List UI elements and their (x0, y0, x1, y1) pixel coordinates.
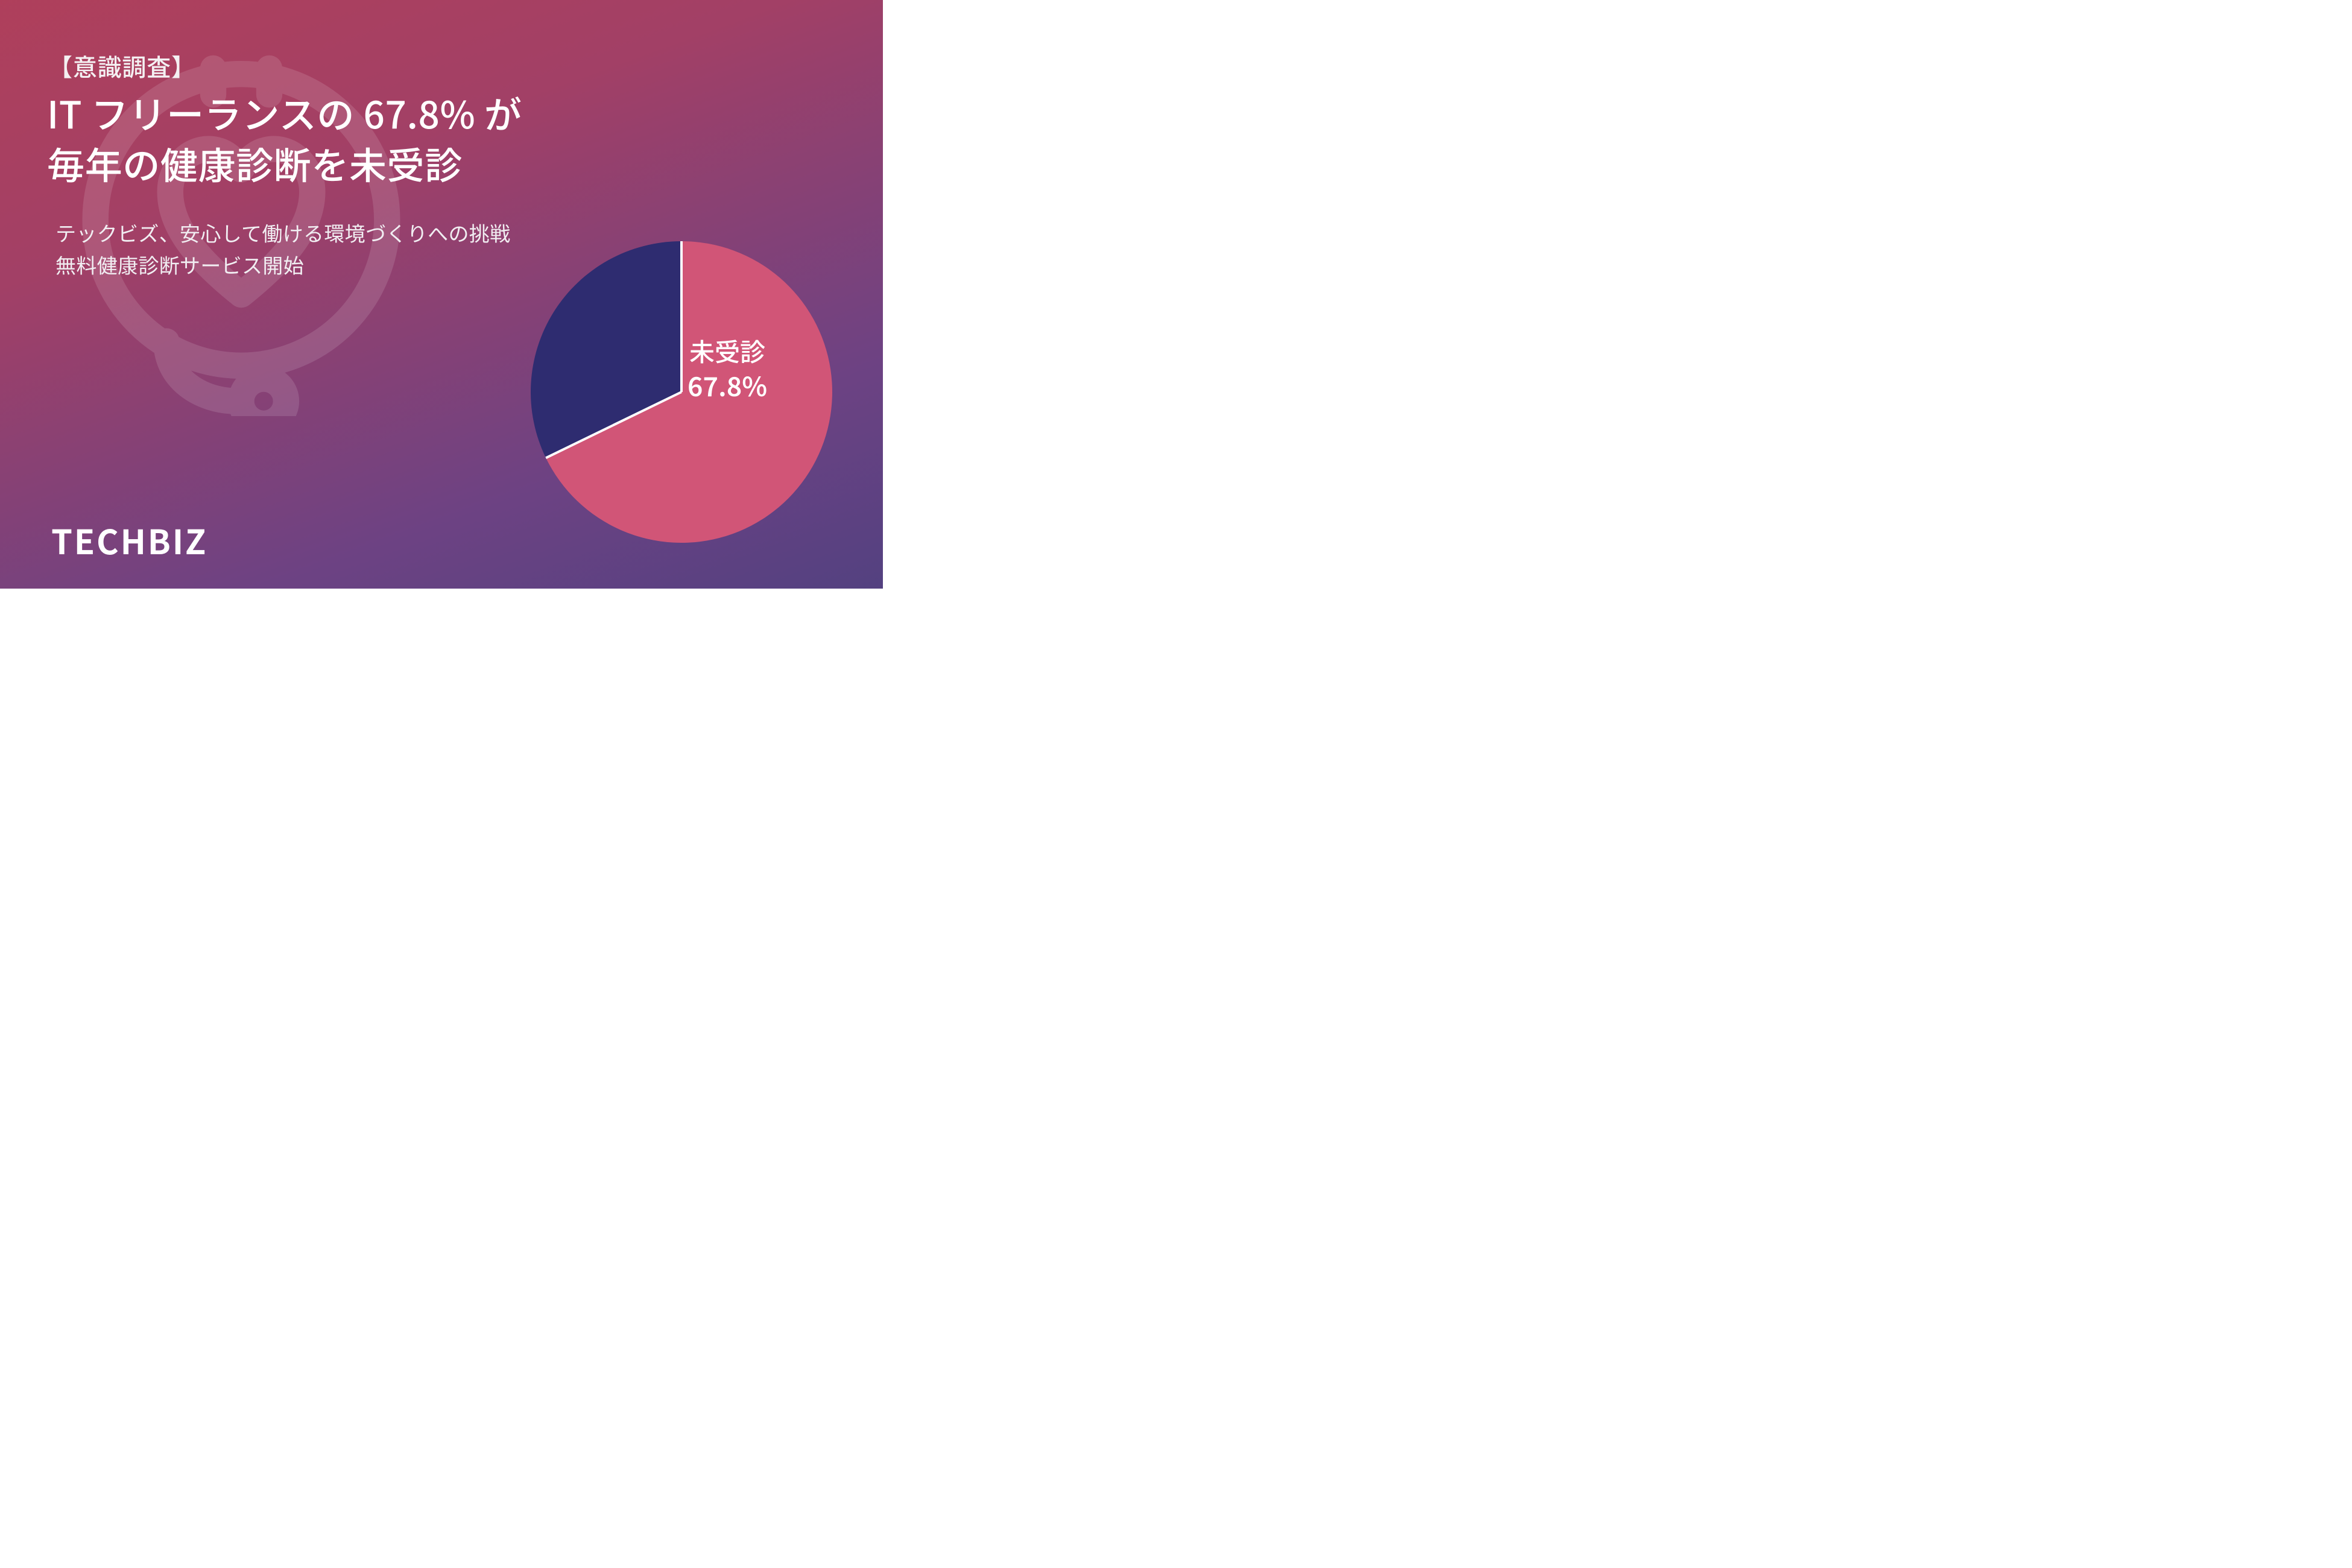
headline: IT フリーランスの 67.8% が 毎年の健康診断を未受診 (47, 87, 522, 188)
pie-slice-label: 未受診 67.8% (688, 335, 767, 402)
infographic-canvas: 【意識調査】 IT フリーランスの 67.8% が 毎年の健康診断を未受診 テッ… (0, 0, 883, 589)
subcopy-line2: 無料健康診断サービス開始 (55, 250, 304, 279)
brand-logo: TECHBIZ (51, 516, 207, 564)
headline-line2: 毎年の健康診断を未受診 (47, 136, 463, 190)
subcopy: テックビズ、安心して働ける環境づくりへの挑戦 無料健康診断サービス開始 (55, 217, 510, 280)
pie-slice-label-value: 67.8% (688, 368, 767, 402)
subcopy-line1: テックビズ、安心して働ける環境づくりへの挑戦 (55, 218, 510, 247)
pie-slice-label-text: 未受診 (688, 335, 767, 368)
pie-chart (528, 239, 835, 545)
headline-line1: IT フリーランスの 67.8% が (47, 85, 522, 139)
survey-tagline: 【意識調査】 (48, 48, 196, 83)
